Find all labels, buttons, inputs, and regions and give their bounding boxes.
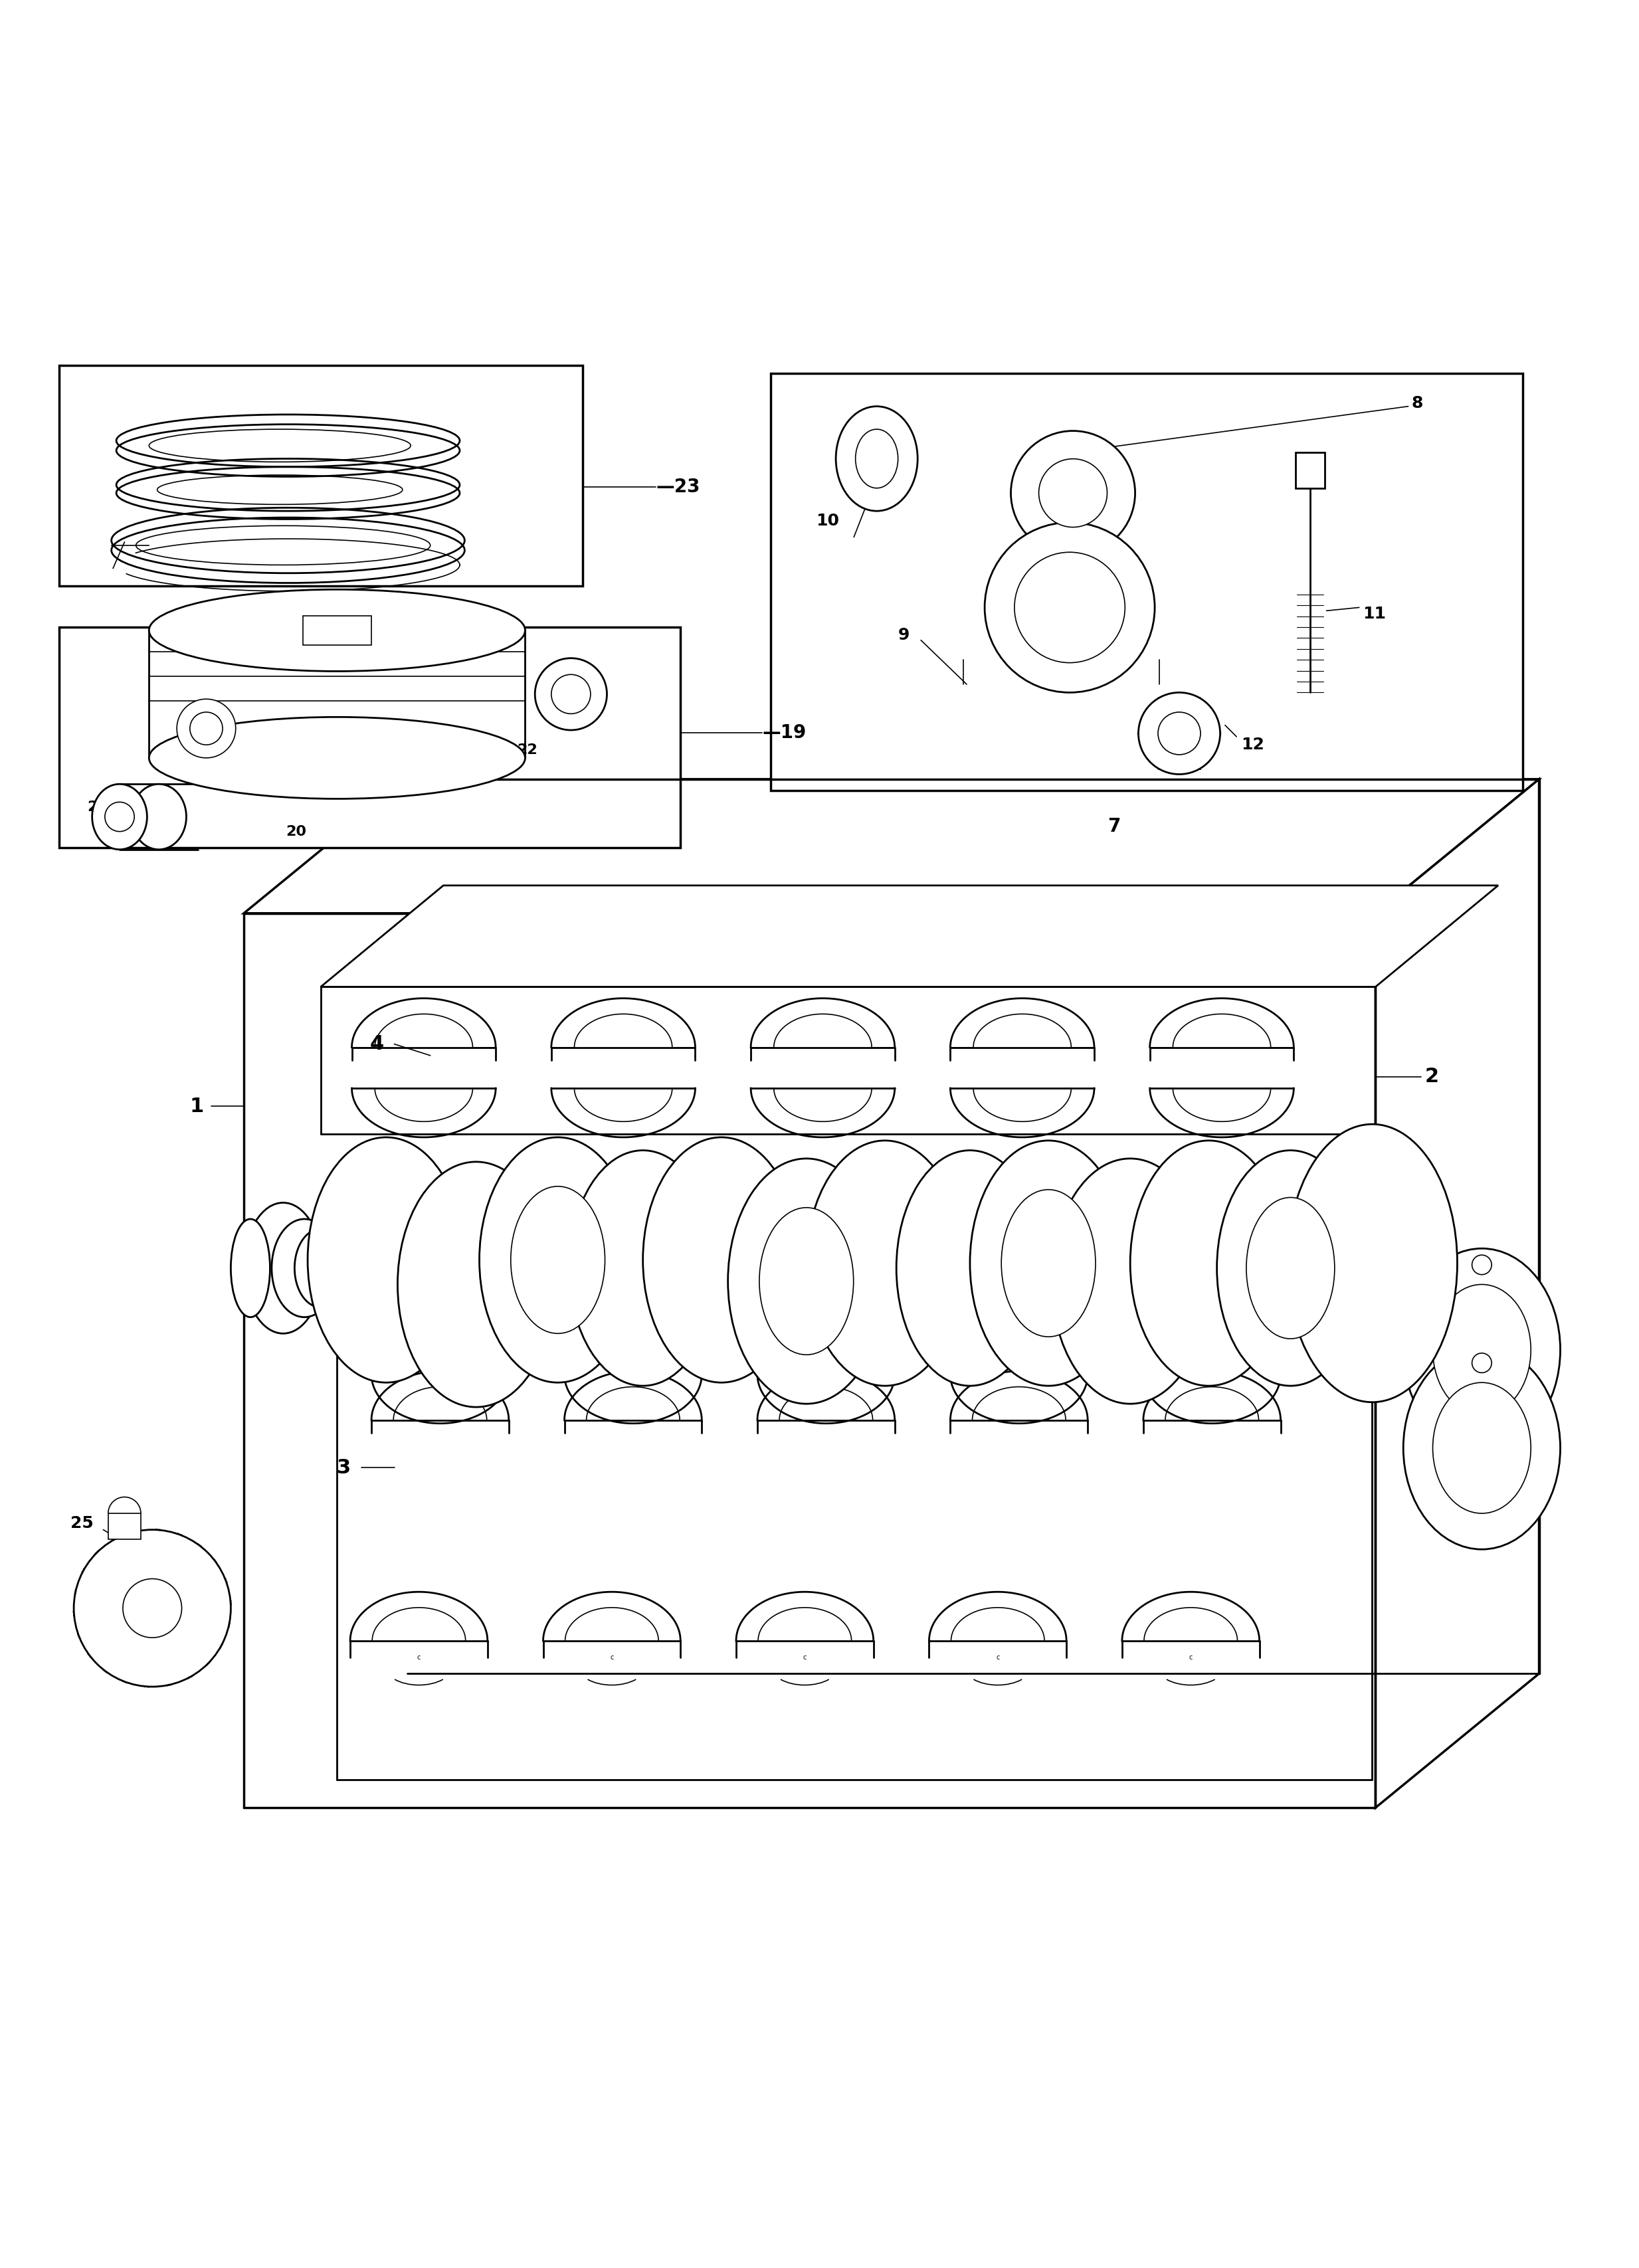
Circle shape xyxy=(1011,431,1136,556)
Ellipse shape xyxy=(131,785,187,850)
Ellipse shape xyxy=(92,785,148,850)
Text: c: c xyxy=(803,1653,806,1660)
Bar xyxy=(1295,451,1324,488)
Circle shape xyxy=(534,658,606,730)
Ellipse shape xyxy=(272,1218,338,1318)
Ellipse shape xyxy=(856,429,898,488)
Circle shape xyxy=(1159,712,1200,755)
Bar xyxy=(108,1513,141,1540)
Ellipse shape xyxy=(897,1150,1044,1386)
Text: 5: 5 xyxy=(1493,1436,1505,1454)
Text: —19: —19 xyxy=(762,723,806,742)
Text: 3: 3 xyxy=(338,1458,351,1476)
Text: 24: 24 xyxy=(113,1649,136,1665)
Ellipse shape xyxy=(759,1207,854,1354)
Text: c: c xyxy=(416,1653,421,1660)
Ellipse shape xyxy=(308,1136,464,1383)
Ellipse shape xyxy=(1432,1284,1531,1415)
Text: 1: 1 xyxy=(190,1095,203,1116)
Ellipse shape xyxy=(728,1159,885,1404)
Ellipse shape xyxy=(479,1136,636,1383)
Text: 12: 12 xyxy=(1241,737,1265,753)
Ellipse shape xyxy=(1403,1247,1560,1452)
Text: 20: 20 xyxy=(285,826,306,839)
Ellipse shape xyxy=(1246,1198,1334,1338)
Ellipse shape xyxy=(1052,1159,1208,1404)
Text: 5: 5 xyxy=(1493,1343,1505,1359)
Text: 21: 21 xyxy=(87,801,108,814)
Ellipse shape xyxy=(149,590,524,671)
Bar xyxy=(770,374,1523,792)
Ellipse shape xyxy=(806,1141,964,1386)
Text: 8: 8 xyxy=(1411,395,1423,411)
Circle shape xyxy=(1472,1254,1491,1275)
Text: —23: —23 xyxy=(656,479,700,497)
Ellipse shape xyxy=(244,1202,323,1334)
Ellipse shape xyxy=(231,1218,270,1318)
Text: 9: 9 xyxy=(898,628,910,644)
Ellipse shape xyxy=(1001,1191,1095,1336)
Text: c: c xyxy=(997,1653,1000,1660)
Text: 10: 10 xyxy=(816,513,839,528)
Ellipse shape xyxy=(398,1161,554,1406)
Ellipse shape xyxy=(642,1136,800,1383)
Text: 7: 7 xyxy=(1108,816,1121,837)
Polygon shape xyxy=(1375,780,1539,1808)
Text: 22: 22 xyxy=(516,744,538,755)
Circle shape xyxy=(551,674,590,714)
Text: 2: 2 xyxy=(1424,1068,1439,1086)
Circle shape xyxy=(105,803,134,832)
Ellipse shape xyxy=(149,717,524,798)
Circle shape xyxy=(123,1579,182,1637)
Ellipse shape xyxy=(511,1186,605,1334)
Text: 25: 25 xyxy=(70,1515,93,1531)
Bar xyxy=(1462,1309,1491,1338)
Ellipse shape xyxy=(1432,1383,1531,1513)
Circle shape xyxy=(1472,1354,1491,1372)
Circle shape xyxy=(1139,692,1219,773)
Polygon shape xyxy=(244,780,1539,914)
Circle shape xyxy=(1039,458,1108,526)
Bar xyxy=(59,626,680,848)
Circle shape xyxy=(177,699,236,758)
Text: c: c xyxy=(610,1653,613,1660)
Bar xyxy=(303,615,372,644)
Ellipse shape xyxy=(970,1141,1128,1386)
Text: 11: 11 xyxy=(1362,606,1385,621)
Circle shape xyxy=(985,522,1155,692)
Ellipse shape xyxy=(1216,1150,1364,1386)
Ellipse shape xyxy=(569,1150,716,1386)
Text: c: c xyxy=(1188,1653,1193,1660)
Circle shape xyxy=(74,1529,231,1687)
Ellipse shape xyxy=(1403,1347,1560,1549)
Ellipse shape xyxy=(836,406,918,510)
Polygon shape xyxy=(321,885,1498,987)
Ellipse shape xyxy=(1131,1141,1287,1386)
Bar xyxy=(59,365,582,585)
Ellipse shape xyxy=(1287,1125,1457,1402)
Ellipse shape xyxy=(295,1229,347,1306)
Text: 4: 4 xyxy=(370,1034,384,1055)
